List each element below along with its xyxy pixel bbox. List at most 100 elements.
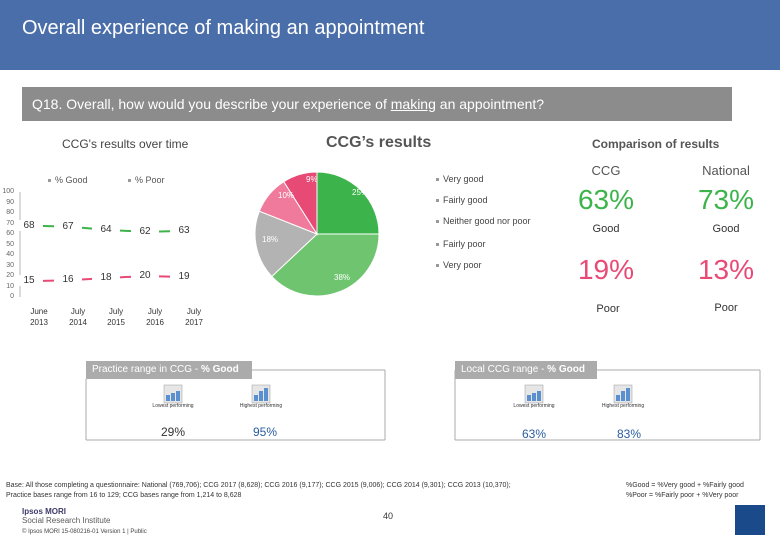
definition-good: %Good = %Very good + %Fairly good	[626, 482, 744, 489]
poor-point-label: 20	[131, 270, 159, 281]
good-point-label: 64	[92, 223, 120, 235]
local-lowest-caption: Lowest performing	[513, 403, 555, 409]
y-tick-label: 60	[6, 230, 14, 237]
good-point-label: 62	[131, 225, 159, 237]
poor-point-label: 18	[92, 272, 120, 284]
pie-label-neither: 18%	[262, 235, 279, 244]
y-tick-label: 80	[6, 209, 14, 216]
pie-label-fairly-poor: 10%	[278, 191, 295, 200]
practice-highest-value: 95%	[252, 425, 278, 439]
highest-performing-icon	[616, 395, 620, 401]
y-tick-label: 20	[6, 272, 14, 279]
lowest-performing-icon	[537, 391, 541, 401]
national-good-label: Good	[712, 223, 740, 235]
lowest-performing-icon	[166, 395, 170, 401]
local-highest-caption: Highest performing	[601, 403, 645, 409]
y-tick-label: 0	[10, 293, 14, 300]
pie-legend-dot	[436, 220, 439, 224]
question-suffix: an appointment?	[435, 96, 545, 112]
nhs-logo-icon	[735, 505, 765, 535]
lowest-performing-icon	[532, 393, 536, 401]
pie-legend-dot	[436, 243, 439, 247]
local-range-label: Local CCG range - % Good	[461, 364, 585, 375]
pie-legend-label: Fairly poor	[443, 239, 486, 249]
pie-legend-dot	[436, 199, 439, 203]
x-tick-text: 2015	[107, 318, 125, 327]
pie-legend-label: Very good	[443, 174, 484, 184]
pie-legend-fairly-good: Fairly good	[436, 195, 488, 205]
question-bar: Q18. Overall, how would you describe you…	[22, 87, 732, 121]
page-title: Overall experience of making an appointm…	[22, 17, 425, 39]
local-range-prefix: Local CCG range -	[461, 364, 548, 375]
ccg-poor-label: Poor	[596, 303, 620, 315]
question-prefix: Q18. Overall, how would you describe you…	[32, 96, 391, 112]
pie-legend-label: Very poor	[443, 260, 482, 270]
lowest-performing-icon	[176, 391, 180, 401]
pie-legend-label: Fairly good	[443, 195, 488, 205]
poor-point-label: 16	[54, 274, 82, 286]
pie-label-fairly-good: 38%	[334, 273, 351, 282]
pie-label-very-good: 25%	[352, 188, 369, 197]
x-tick-text: July	[186, 307, 202, 316]
pie-legend-dot	[436, 178, 439, 182]
x-tick-text: July	[70, 307, 86, 316]
left-section-title: CCG's results over time	[62, 137, 189, 151]
practice-lowest-caption: Lowest performing	[152, 403, 194, 409]
legend-good-label: % Good	[55, 175, 88, 185]
x-tick-label: July 2017	[174, 306, 214, 328]
pie-slice-neither	[255, 210, 318, 278]
lowest-performing-icon	[527, 395, 531, 401]
local-range-bar: Local CCG range - % Good	[455, 361, 597, 379]
poor-point-label: 15	[15, 275, 43, 287]
practice-range-bold: % Good	[200, 364, 239, 375]
x-tick-text: June	[30, 307, 48, 316]
legend-good-dot	[48, 179, 51, 183]
pie-legend-fairly-poor: Fairly poor	[436, 239, 486, 249]
pie-legend-label: Neither good nor poor	[443, 216, 531, 226]
y-tick-label: 90	[6, 198, 14, 206]
pie-legend-very-good: Very good	[436, 174, 484, 184]
good-point-label: 63	[170, 224, 198, 236]
definition-poor: %Poor = %Fairly poor + %Very poor	[626, 492, 739, 499]
copyright-text: © Ipsos MORI 15-080216-01 Version 1 | Pu…	[22, 529, 147, 535]
local-range-bold: % Good	[547, 364, 585, 375]
y-tick-label: 70	[6, 219, 14, 227]
local-highest-value: 83%	[616, 427, 642, 441]
highest-performing-icon	[264, 388, 268, 401]
pie-slice-very-poor	[283, 171, 318, 236]
national-good-value: 73%	[697, 184, 755, 215]
y-tick-label: 10	[6, 282, 14, 290]
practice-range-label: Practice range in CCG - % Good	[92, 364, 239, 375]
pie-legend-very-poor: Very poor	[436, 260, 482, 270]
question-text: Q18. Overall, how would you describe you…	[32, 96, 544, 112]
practice-highest-caption: Highest performing	[239, 403, 283, 409]
highest-performing-icon	[621, 391, 625, 401]
good-point-label: 67	[54, 220, 82, 232]
page-number: 40	[383, 511, 394, 521]
comparison-national-header: National	[702, 163, 750, 178]
x-tick-label: July 2014	[58, 306, 98, 328]
highest-performing-icon	[626, 388, 630, 401]
national-poor-value: 13%	[697, 254, 755, 285]
x-tick-text: 2013	[30, 318, 48, 327]
y-tick-label: 30	[6, 261, 14, 269]
x-tick-label: July 2015	[96, 306, 136, 328]
y-tick-label: 50	[6, 240, 14, 248]
highest-performing-icon	[259, 391, 263, 401]
x-tick-text: July	[147, 307, 163, 316]
lowest-performing-icon	[171, 393, 175, 401]
legend-poor: % Poor	[128, 175, 165, 185]
question-underlined: making	[390, 96, 436, 112]
local-lowest-value: 63%	[521, 427, 547, 441]
pie-slice-fairly-good	[271, 233, 380, 297]
legend-good: % Good	[48, 175, 88, 185]
pie-slice-very-good	[316, 171, 380, 235]
brand-name: Ipsos MORI	[22, 507, 67, 516]
comparison-ccg-header: CCG	[591, 163, 621, 178]
pie-chart	[255, 171, 380, 297]
x-tick-text: 2014	[69, 318, 87, 327]
brand-subtitle: Social Research Institute	[22, 516, 111, 525]
practice-range-prefix: Practice range in CCG -	[92, 364, 201, 375]
pie-legend-dot	[436, 264, 439, 268]
